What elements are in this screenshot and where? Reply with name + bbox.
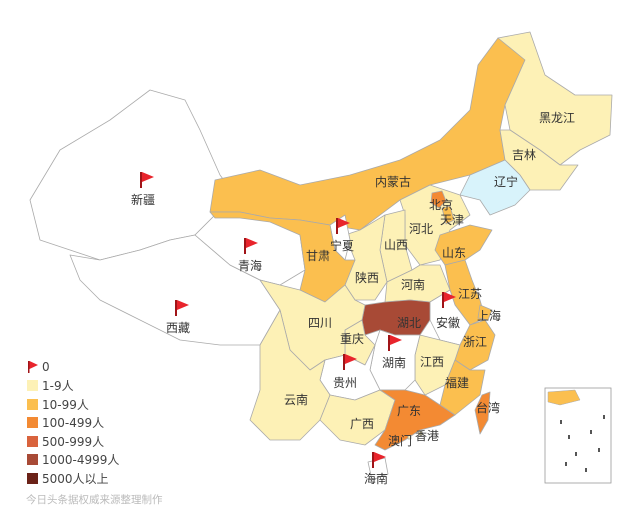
legend-swatch [27, 472, 38, 484]
province-beijing[interactable] [430, 190, 447, 209]
label-chongqing: 重庆 [340, 332, 364, 346]
label-heilongjiang: 黑龙江 [539, 111, 575, 125]
south-china-sea-inset [544, 387, 612, 484]
province-shanghai[interactable] [477, 304, 493, 321]
legend-item[interactable]: 500-999人 [27, 432, 119, 451]
red-flag-icon [336, 218, 350, 234]
label-jilin: 吉林 [512, 148, 536, 162]
red-flag-icon [442, 292, 456, 308]
label-xizang: 西藏 [166, 321, 190, 335]
label-shaanxi: 陕西 [355, 270, 379, 285]
label-jiangsu: 江苏 [458, 287, 482, 301]
label-gansu: 甘肃 [306, 249, 330, 263]
province-xianggang[interactable] [417, 430, 424, 437]
label-shanghai: 上海 [477, 308, 501, 323]
label-taiwan: 台湾 [476, 400, 500, 415]
legend-label: 0 [42, 360, 50, 375]
label-neimenggu: 内蒙古 [375, 174, 411, 189]
label-aomen: 澳门 [388, 433, 412, 448]
label-jiangxi: 江西 [420, 355, 444, 369]
legend-item[interactable]: 1000-4999人 [27, 451, 119, 470]
province-aomen[interactable] [407, 434, 412, 440]
red-flag-icon [388, 335, 402, 351]
legend-item[interactable]: 0 [27, 358, 119, 377]
legend-swatch [27, 380, 38, 392]
province-heilongjiang[interactable] [497, 31, 613, 166]
red-flag-icon [28, 361, 38, 374]
province-neimenggu[interactable] [209, 37, 526, 231]
legend-label: 10-99人 [42, 397, 89, 412]
red-flag-icon [343, 354, 357, 370]
province-shandong[interactable] [434, 224, 493, 266]
label-guangxi: 广西 [350, 417, 374, 431]
label-ningxia: 宁夏 [330, 238, 354, 253]
label-xianggang: 香港 [415, 429, 439, 443]
label-yunnan: 云南 [284, 392, 308, 407]
label-hunan: 湖南 [382, 355, 406, 370]
red-flag-icon [372, 452, 386, 468]
legend-label: 1-9人 [42, 379, 74, 394]
label-hainan: 海南 [364, 471, 388, 486]
label-anhui: 安徽 [436, 315, 460, 330]
legend-swatch [27, 454, 38, 466]
label-hebei: 河北 [409, 222, 433, 236]
legend-item[interactable]: 100-499人 [27, 414, 119, 433]
label-henan: 河南 [401, 277, 425, 292]
label-guizhou: 贵州 [333, 376, 357, 390]
legend-label: 500-999人 [42, 434, 105, 449]
label-fujian: 福建 [445, 375, 469, 390]
legend-swatch [27, 435, 38, 447]
label-zhejiang: 浙江 [463, 335, 487, 349]
legend-item[interactable]: 1-9人 [27, 377, 119, 396]
label-beijing: 北京 [429, 198, 453, 212]
province-taiwan[interactable] [474, 391, 491, 435]
legend-label: 100-499人 [42, 416, 105, 431]
label-liaoning: 辽宁 [494, 174, 518, 189]
label-xinjiang: 新疆 [131, 192, 155, 207]
red-flag-icon [140, 172, 154, 188]
province-liaoning[interactable] [459, 159, 531, 216]
label-guangdong: 广东 [397, 404, 421, 418]
legend-item[interactable]: 5000人以上 [27, 469, 119, 488]
label-qinghai: 青海 [238, 258, 262, 273]
label-shanxi: 山西 [384, 238, 408, 252]
legend-label: 5000人以上 [42, 471, 109, 486]
label-shandong: 山东 [442, 246, 466, 260]
red-flag-icon [244, 238, 258, 254]
source-credit: 今日头条据权威来源整理制作 [26, 494, 163, 506]
red-flag-icon [175, 300, 189, 316]
legend: 0 1-9人 10-99人 100-499人 500-999人 1000-499… [27, 358, 119, 488]
label-tianjin: 天津 [440, 213, 464, 227]
legend-swatch [27, 417, 38, 429]
label-sichuan: 四川 [308, 316, 332, 330]
label-hubei: 湖北 [397, 315, 421, 330]
legend-swatch [27, 398, 38, 410]
legend-item[interactable]: 10-99人 [27, 395, 119, 414]
province-tianjin[interactable] [441, 205, 455, 225]
legend-label: 1000-4999人 [42, 453, 120, 468]
province-guangdong[interactable] [374, 389, 456, 451]
